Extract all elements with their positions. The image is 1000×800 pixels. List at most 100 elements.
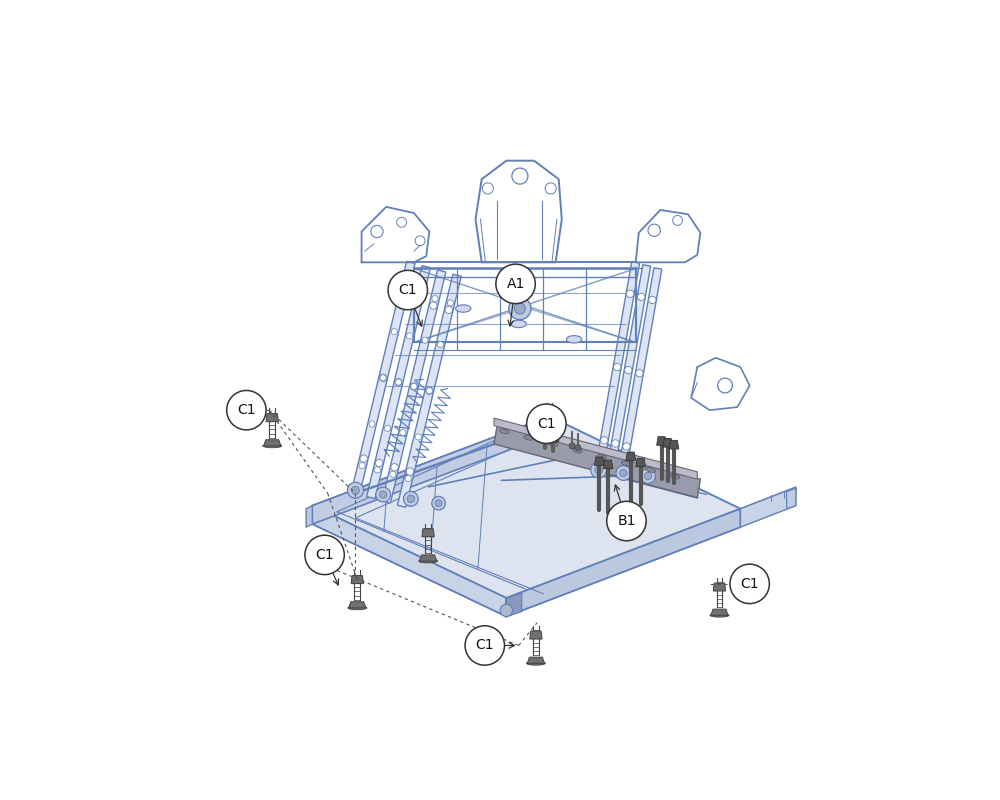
Circle shape bbox=[369, 421, 375, 427]
Polygon shape bbox=[606, 265, 651, 475]
Ellipse shape bbox=[670, 474, 680, 478]
Ellipse shape bbox=[263, 444, 282, 448]
Circle shape bbox=[374, 467, 381, 473]
Circle shape bbox=[347, 482, 363, 498]
Circle shape bbox=[730, 564, 769, 603]
Polygon shape bbox=[382, 270, 446, 503]
Circle shape bbox=[641, 469, 655, 483]
Ellipse shape bbox=[710, 614, 729, 617]
Circle shape bbox=[406, 468, 414, 475]
Polygon shape bbox=[419, 555, 437, 561]
Polygon shape bbox=[266, 414, 278, 422]
Circle shape bbox=[403, 491, 418, 506]
Circle shape bbox=[595, 466, 603, 474]
Circle shape bbox=[407, 333, 413, 339]
Ellipse shape bbox=[419, 559, 438, 563]
Text: C1: C1 bbox=[740, 577, 759, 591]
Circle shape bbox=[644, 472, 652, 480]
Ellipse shape bbox=[511, 320, 526, 328]
Ellipse shape bbox=[540, 439, 559, 443]
Circle shape bbox=[620, 470, 627, 477]
Polygon shape bbox=[548, 416, 558, 424]
Circle shape bbox=[305, 535, 344, 574]
Circle shape bbox=[426, 387, 433, 394]
Circle shape bbox=[514, 303, 525, 314]
Ellipse shape bbox=[573, 448, 582, 453]
Circle shape bbox=[430, 302, 437, 310]
Ellipse shape bbox=[456, 305, 471, 312]
Polygon shape bbox=[312, 416, 740, 598]
Polygon shape bbox=[397, 274, 461, 507]
Circle shape bbox=[601, 437, 608, 444]
Polygon shape bbox=[669, 440, 679, 449]
Polygon shape bbox=[713, 583, 726, 591]
Polygon shape bbox=[312, 416, 549, 524]
Text: A1: A1 bbox=[506, 277, 525, 291]
Circle shape bbox=[395, 378, 402, 386]
Polygon shape bbox=[603, 460, 613, 469]
Circle shape bbox=[432, 295, 438, 302]
Polygon shape bbox=[506, 593, 522, 617]
Circle shape bbox=[376, 487, 391, 502]
Circle shape bbox=[411, 383, 417, 390]
Circle shape bbox=[614, 363, 621, 370]
Circle shape bbox=[410, 382, 418, 390]
Circle shape bbox=[379, 374, 387, 382]
Circle shape bbox=[401, 287, 407, 293]
Circle shape bbox=[390, 471, 396, 478]
Circle shape bbox=[445, 306, 452, 314]
Circle shape bbox=[395, 379, 402, 386]
Circle shape bbox=[623, 443, 630, 450]
Circle shape bbox=[414, 298, 422, 305]
Polygon shape bbox=[617, 268, 662, 478]
Circle shape bbox=[625, 366, 632, 374]
Circle shape bbox=[399, 294, 406, 301]
Circle shape bbox=[415, 434, 421, 440]
Circle shape bbox=[626, 290, 634, 298]
Polygon shape bbox=[422, 529, 434, 537]
Circle shape bbox=[607, 502, 646, 541]
Circle shape bbox=[360, 455, 367, 462]
Polygon shape bbox=[349, 602, 366, 608]
Circle shape bbox=[575, 445, 581, 451]
Circle shape bbox=[391, 329, 397, 334]
Circle shape bbox=[649, 296, 656, 303]
Circle shape bbox=[636, 370, 643, 377]
Circle shape bbox=[380, 374, 386, 381]
Circle shape bbox=[351, 486, 359, 494]
Polygon shape bbox=[595, 262, 640, 473]
Circle shape bbox=[591, 462, 607, 478]
Circle shape bbox=[437, 342, 444, 348]
Text: C1: C1 bbox=[237, 403, 256, 417]
Circle shape bbox=[407, 495, 415, 502]
Polygon shape bbox=[594, 457, 604, 466]
Text: C1: C1 bbox=[475, 638, 494, 653]
Circle shape bbox=[426, 388, 432, 394]
Text: B1: B1 bbox=[617, 514, 636, 528]
Circle shape bbox=[616, 466, 631, 480]
Polygon shape bbox=[740, 487, 796, 527]
Polygon shape bbox=[367, 266, 430, 498]
Circle shape bbox=[569, 443, 575, 449]
Circle shape bbox=[527, 404, 566, 443]
Circle shape bbox=[227, 390, 266, 430]
Ellipse shape bbox=[499, 429, 509, 434]
Circle shape bbox=[500, 604, 512, 617]
Circle shape bbox=[638, 293, 645, 301]
Circle shape bbox=[379, 491, 387, 498]
Polygon shape bbox=[540, 412, 550, 421]
Circle shape bbox=[375, 459, 383, 466]
Circle shape bbox=[432, 496, 445, 510]
Polygon shape bbox=[351, 262, 415, 494]
Polygon shape bbox=[543, 409, 556, 417]
Polygon shape bbox=[351, 576, 363, 584]
Circle shape bbox=[496, 264, 535, 303]
Circle shape bbox=[447, 300, 453, 306]
Polygon shape bbox=[506, 509, 740, 617]
Ellipse shape bbox=[348, 606, 367, 610]
Polygon shape bbox=[740, 487, 796, 515]
Ellipse shape bbox=[597, 454, 607, 459]
Circle shape bbox=[417, 291, 423, 298]
Polygon shape bbox=[494, 426, 700, 498]
Polygon shape bbox=[787, 488, 796, 509]
